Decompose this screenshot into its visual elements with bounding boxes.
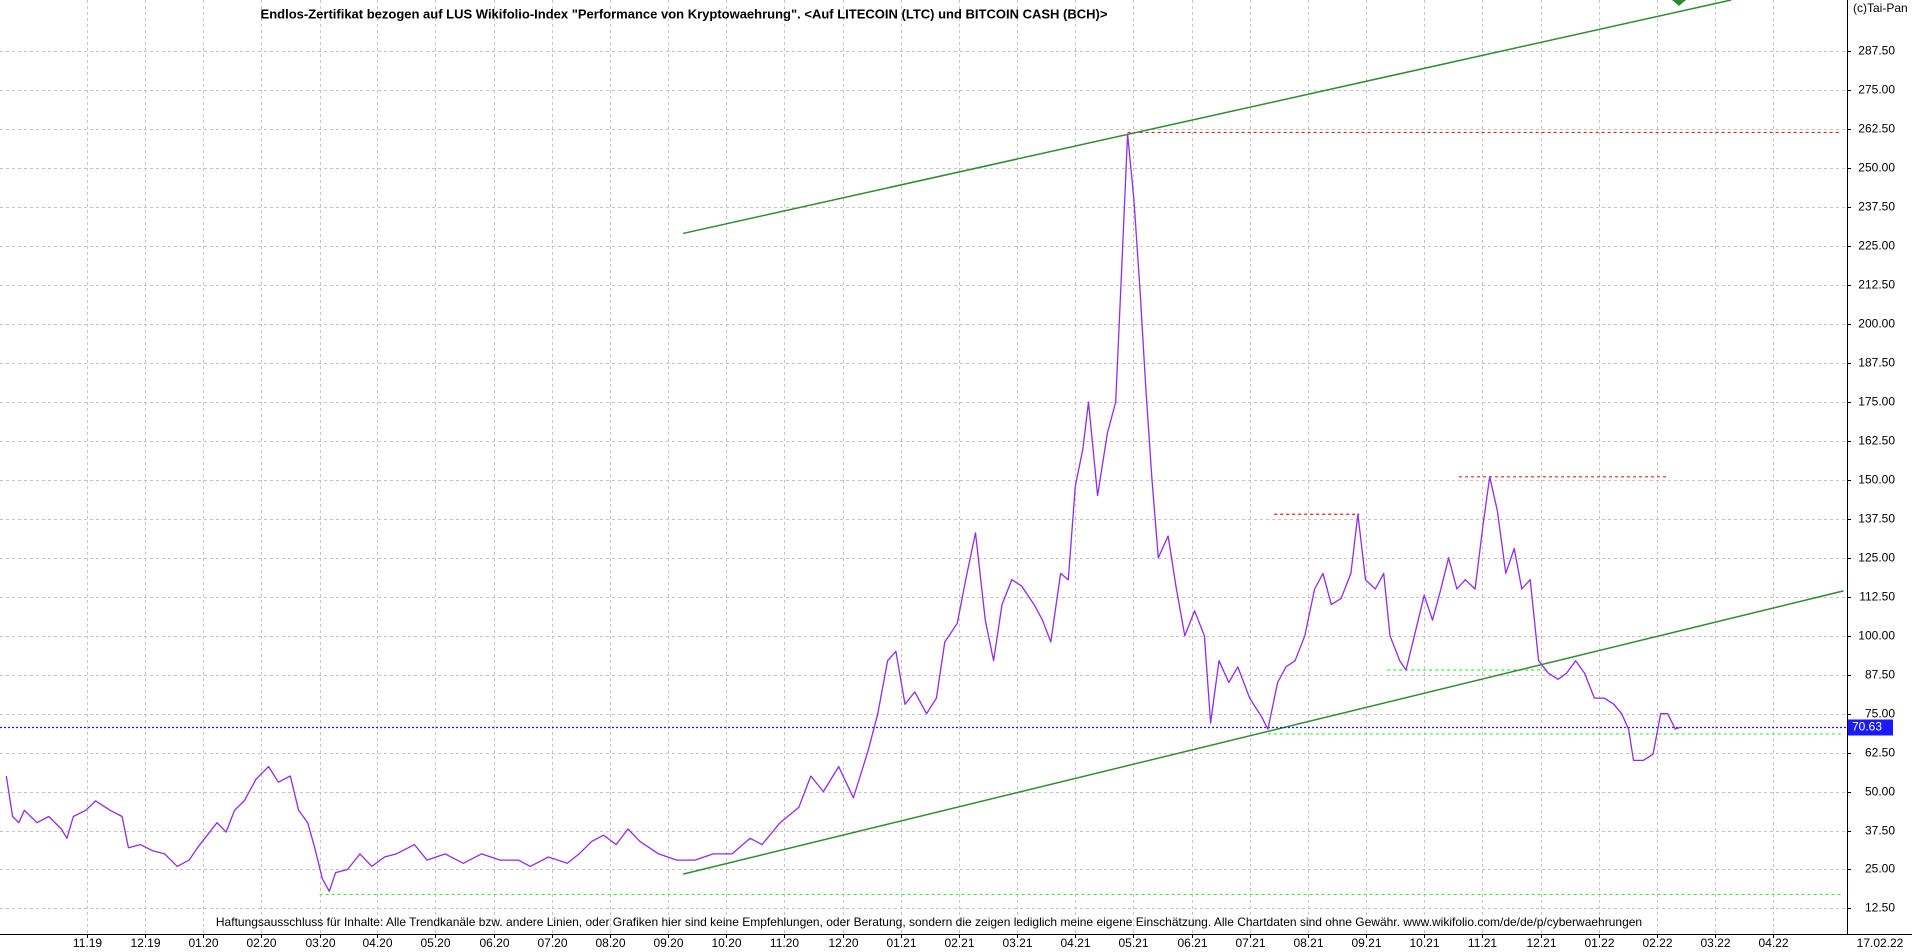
x-tick-label: 12.20 [828, 936, 858, 950]
x-tick-label: 06.20 [479, 936, 509, 950]
x-tick-label: 09.20 [653, 936, 683, 950]
x-tick-label: 10.21 [1409, 936, 1439, 950]
y-tick-label: 162.50 [1858, 434, 1895, 448]
date-label: 17.02.22 [1857, 936, 1904, 950]
x-tick-label: 01.21 [886, 936, 916, 950]
chart-title: Endlos-Zertifikat bezogen auf LUS Wikifo… [261, 6, 1108, 21]
y-tick-label: 275.00 [1858, 83, 1895, 97]
grid [0, 0, 1847, 934]
y-tick-label: 12.50 [1865, 901, 1895, 915]
x-tick-label: 12.21 [1526, 936, 1556, 950]
x-tick-label: 05.20 [420, 936, 450, 950]
trend-arrow [1672, 0, 1686, 6]
y-tick-label: 112.50 [1859, 590, 1895, 604]
x-tick-label: 04.20 [362, 936, 392, 950]
x-tick-label: 07.21 [1235, 936, 1265, 950]
y-tick-label: 287.50 [1858, 44, 1895, 58]
y-tick-label: 62.50 [1865, 746, 1895, 760]
x-tick-label: 11.19 [73, 936, 102, 950]
y-tick-label: 87.50 [1865, 668, 1895, 682]
y-tick-label: 187.50 [1858, 356, 1895, 370]
x-tick-label: 01.20 [188, 936, 218, 950]
y-tick-label: 175.00 [1858, 395, 1895, 409]
x-tick-label: 10.20 [711, 936, 741, 950]
plot [0, 0, 1847, 896]
last-value-label: 70.63 [1852, 720, 1882, 734]
x-tick-label: 03.20 [305, 936, 335, 950]
x-tick-label: 01.22 [1584, 936, 1614, 950]
x-tick-label: 04.22 [1758, 936, 1788, 950]
y-tick-label: 225.00 [1858, 239, 1895, 253]
x-tick-label: 02.21 [944, 936, 974, 950]
y-tick-label: 25.00 [1865, 862, 1895, 876]
source-label: (c)Tai-Pan [1853, 1, 1908, 15]
y-tick-label: 150.00 [1858, 473, 1895, 487]
y-tick-label: 137.50 [1858, 512, 1895, 526]
x-tick-label: 12.19 [130, 936, 160, 950]
y-tick-label: 100.00 [1858, 629, 1895, 643]
x-tick-label: 11.20 [770, 936, 799, 950]
x-tick-label: 02.22 [1642, 936, 1672, 950]
x-tick-label: 04.21 [1060, 936, 1090, 950]
y-tick-label: 250.00 [1858, 161, 1895, 175]
y-tick-label: 212.50 [1858, 278, 1895, 292]
y-tick-label: 125.00 [1858, 551, 1895, 565]
y-tick-label: 37.50 [1865, 824, 1895, 838]
trend-line [682, 0, 1732, 235]
x-tick-label: 02.20 [246, 936, 276, 950]
disclaimer: Haftungsausschluss für Inhalte: Alle Tre… [216, 915, 1642, 929]
trend-line [682, 590, 1844, 875]
labels: 12.50 25.00 37.50 50.00 62.50 75.00 87.50 100.0… [73, 44, 1895, 951]
y-tick-label: 50.00 [1865, 785, 1895, 799]
last-value-box [1848, 719, 1893, 736]
x-tick-label: 07.20 [537, 936, 567, 950]
x-tick-label: 06.21 [1177, 936, 1207, 950]
y-tick-label: 75.00 [1865, 707, 1895, 721]
y-tick-label: 200.00 [1858, 317, 1895, 331]
y-tick-label: 262.50 [1858, 122, 1895, 136]
x-tick-label: 11.21 [1468, 936, 1497, 950]
x-tick-label: 03.21 [1002, 936, 1032, 950]
price-line [5, 133, 1681, 892]
x-tick-label: 03.22 [1700, 936, 1730, 950]
x-tick-label: 09.21 [1351, 936, 1381, 950]
x-tick-label: 08.21 [1293, 936, 1323, 950]
y-tick-label: 237.50 [1858, 200, 1895, 214]
x-tick-label: 05.21 [1118, 936, 1148, 950]
x-tick-label: 08.20 [595, 936, 625, 950]
